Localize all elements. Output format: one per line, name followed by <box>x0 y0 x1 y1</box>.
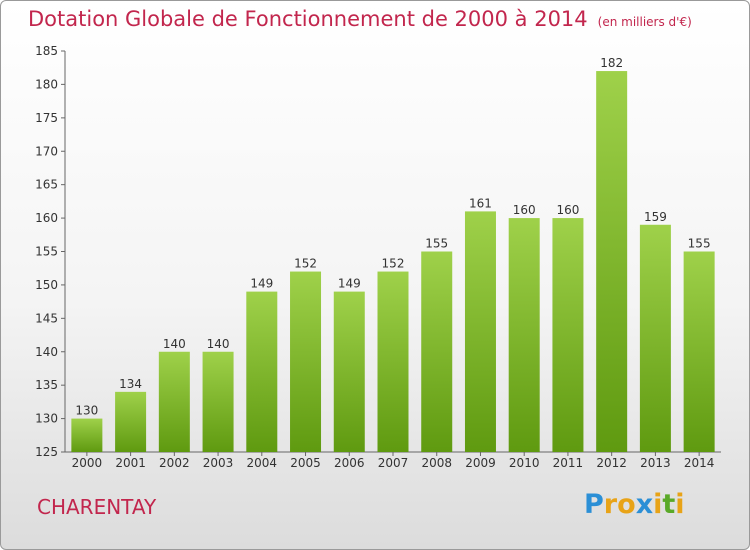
bar-value-label: 130 <box>75 404 98 418</box>
logo-letter: o <box>617 489 636 520</box>
bar[interactable] <box>377 271 409 452</box>
x-tick-label: 2009 <box>465 456 496 470</box>
x-tick-label: 2001 <box>115 456 146 470</box>
bar-value-label: 149 <box>250 277 273 291</box>
logo-letter: x <box>635 489 654 520</box>
y-tick-label: 180 <box>35 77 58 91</box>
chart-title-text: Dotation Globale de Fonctionnement de 20… <box>28 7 588 31</box>
y-tick-label: 140 <box>35 345 58 359</box>
proxiti-logo[interactable]: Proxiti <box>584 489 685 520</box>
bar-value-label: 155 <box>688 237 711 251</box>
bar-value-label: 160 <box>513 203 536 217</box>
y-tick-label: 170 <box>35 144 58 158</box>
x-tick-label: 2005 <box>290 456 321 470</box>
bar[interactable] <box>246 291 278 452</box>
bar-value-label: 134 <box>119 377 142 391</box>
bar[interactable] <box>421 251 453 453</box>
bar-value-label: 149 <box>338 277 361 291</box>
x-tick-label: 2012 <box>596 456 627 470</box>
bar[interactable] <box>464 211 496 452</box>
bar[interactable] <box>202 351 234 452</box>
bar-value-label: 155 <box>425 237 448 251</box>
bar[interactable] <box>683 251 715 453</box>
bar-value-label: 152 <box>294 257 317 271</box>
x-tick-label: 2014 <box>684 456 715 470</box>
y-tick-label: 185 <box>35 44 58 58</box>
bar[interactable] <box>552 218 584 452</box>
logo-letter: P <box>584 489 604 520</box>
x-tick-label: 2006 <box>334 456 365 470</box>
bar[interactable] <box>115 391 147 452</box>
bar-value-label: 160 <box>556 203 579 217</box>
x-tick-label: 2013 <box>640 456 671 470</box>
bar[interactable] <box>290 271 322 452</box>
x-tick-label: 2011 <box>553 456 584 470</box>
y-tick-label: 175 <box>35 111 58 125</box>
x-tick-label: 2007 <box>378 456 409 470</box>
bar[interactable] <box>508 218 540 452</box>
commune-name: CHARENTAY <box>37 495 157 519</box>
logo-letter: r <box>603 489 618 520</box>
x-tick-label: 2000 <box>72 456 103 470</box>
y-tick-label: 165 <box>35 178 58 192</box>
bar-value-label: 161 <box>469 196 492 210</box>
bar-value-label: 152 <box>382 257 405 271</box>
x-tick-label: 2002 <box>159 456 190 470</box>
y-tick-label: 160 <box>35 211 58 225</box>
chart-title: Dotation Globale de Fonctionnement de 20… <box>28 7 692 31</box>
y-tick-label: 135 <box>35 378 58 392</box>
x-tick-label: 2004 <box>247 456 278 470</box>
logo-letter: t <box>662 489 676 520</box>
y-tick-label: 145 <box>35 311 58 325</box>
bar-value-label: 140 <box>163 337 186 351</box>
bar[interactable] <box>333 291 365 452</box>
bar-value-label: 140 <box>207 337 230 351</box>
bar[interactable] <box>596 71 628 453</box>
y-tick-label: 150 <box>35 278 58 292</box>
logo-letter: i <box>653 489 663 520</box>
bar[interactable] <box>639 224 671 452</box>
chart-subtitle: (en milliers d'€) <box>597 15 692 29</box>
bar[interactable] <box>158 351 190 452</box>
bar[interactable] <box>71 418 103 452</box>
x-tick-label: 2008 <box>421 456 452 470</box>
y-tick-label: 155 <box>35 245 58 259</box>
x-tick-label: 2010 <box>509 456 540 470</box>
x-tick-label: 2003 <box>203 456 234 470</box>
y-tick-label: 125 <box>35 445 58 459</box>
logo-letter: i <box>675 489 685 520</box>
y-tick-label: 130 <box>35 412 58 426</box>
bar-value-label: 182 <box>600 56 623 70</box>
bar-value-label: 159 <box>644 210 667 224</box>
